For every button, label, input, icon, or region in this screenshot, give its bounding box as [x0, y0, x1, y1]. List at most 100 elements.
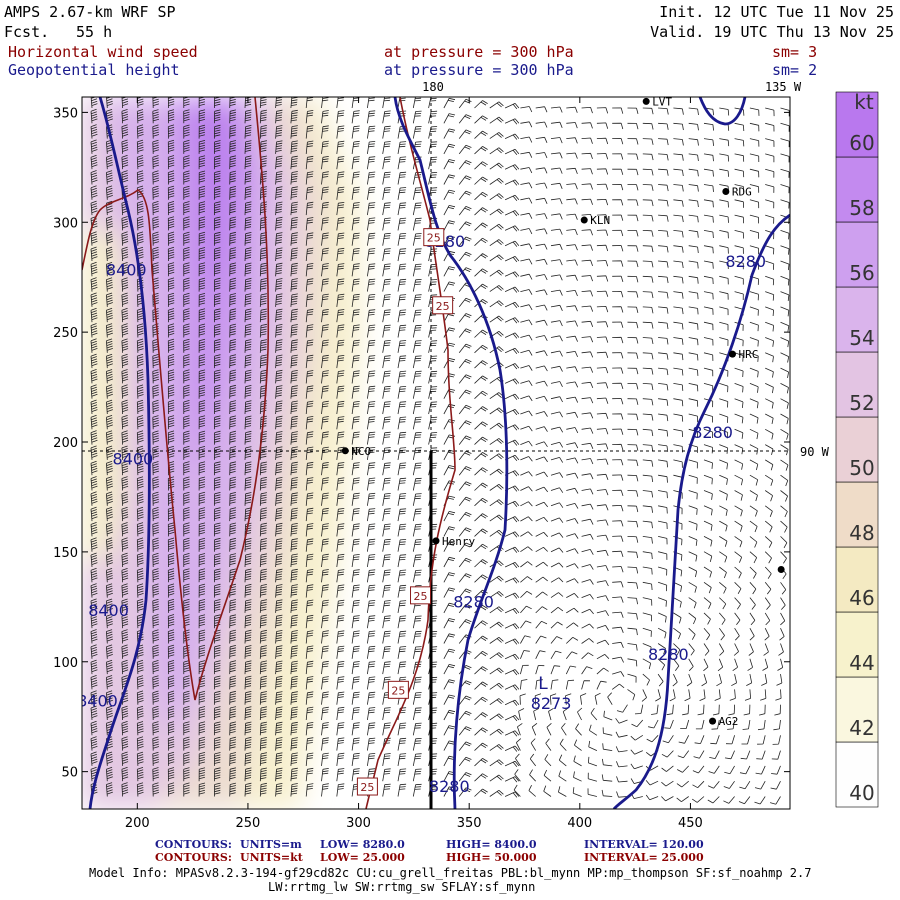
wind-barb	[474, 666, 488, 675]
wind-barb	[580, 693, 587, 705]
wind-barb	[167, 660, 175, 675]
wind-barb	[703, 428, 713, 439]
wind-barb	[214, 492, 221, 506]
wind-barb	[198, 262, 206, 277]
wind-barb	[734, 214, 744, 224]
wind-barb	[275, 675, 283, 690]
wind-barb	[596, 680, 607, 690]
wind-barb	[136, 170, 144, 185]
wind-barb	[738, 796, 751, 805]
wind-barb	[214, 706, 221, 721]
wind-barb	[550, 487, 564, 493]
y-tick-label: 200	[53, 436, 78, 451]
wind-barb	[602, 758, 613, 767]
wind-barb	[90, 277, 98, 292]
wind-barb	[290, 492, 298, 506]
wind-barb	[183, 706, 190, 721]
wind-barb	[601, 789, 613, 797]
wind-barb	[214, 231, 221, 246]
wind-barb	[765, 245, 775, 255]
wind-barb	[290, 568, 298, 583]
wind-barb	[520, 650, 530, 659]
wind-barb	[214, 170, 221, 185]
wind-barb	[198, 736, 206, 751]
wind-barb	[382, 676, 391, 690]
wind-barb	[198, 706, 206, 721]
wind-barb	[167, 185, 175, 200]
height-contour-label: 8280	[453, 592, 494, 611]
low-center-label: L	[538, 674, 548, 694]
wind-barb	[489, 468, 504, 476]
wind-barb	[565, 665, 577, 675]
wind-barb	[412, 676, 422, 690]
wind-barb	[724, 765, 735, 775]
wind-barb	[581, 503, 594, 510]
wind-barb	[305, 400, 314, 415]
wind-barb	[596, 290, 609, 297]
wind-barb	[780, 597, 786, 610]
wind-barb	[688, 138, 699, 146]
wind-barb	[558, 786, 567, 797]
wind-barb	[412, 753, 422, 766]
wind-barb	[428, 110, 438, 124]
wind-barb	[535, 304, 548, 311]
wind-barb	[275, 186, 283, 200]
wind-barb	[290, 324, 298, 338]
wind-barb	[259, 614, 267, 629]
wind-barb	[710, 735, 720, 745]
wind-barb	[183, 109, 190, 124]
wind-barb	[734, 612, 741, 626]
wind-barb	[321, 431, 329, 445]
wind-barb	[136, 292, 144, 307]
wind-barb	[214, 384, 221, 399]
wind-barb	[474, 773, 488, 782]
wind-barb	[367, 676, 376, 690]
wind-barb	[504, 684, 520, 691]
wind-barb	[244, 430, 252, 445]
wind-barb	[106, 430, 113, 445]
wind-barb	[152, 476, 160, 491]
wind-barb	[136, 216, 144, 231]
wind-barb	[167, 430, 175, 445]
wind-barb	[290, 691, 298, 705]
wind-barb	[458, 787, 472, 797]
wind-barb	[780, 260, 790, 271]
wind-barb	[627, 352, 639, 359]
wind-barb	[765, 153, 775, 163]
speed-contours	[82, 97, 456, 809]
wind-barb	[489, 239, 504, 247]
wind-barb	[351, 217, 360, 231]
wind-barb	[566, 335, 578, 342]
wind-barb	[259, 691, 267, 705]
wind-barb	[351, 707, 360, 721]
wind-barb	[214, 339, 221, 353]
wind-barb	[443, 679, 456, 690]
wind-barb	[743, 704, 751, 716]
wind-barb	[259, 385, 267, 399]
wind-barb	[351, 355, 360, 369]
wind-barb	[305, 186, 314, 200]
wind-barb	[382, 661, 391, 675]
wind-barb	[275, 461, 283, 476]
wind-barb	[749, 383, 759, 393]
wind-barb	[535, 258, 548, 265]
wind-barb	[183, 767, 190, 782]
wind-barb	[734, 520, 743, 532]
wind-barb	[504, 745, 520, 752]
wind-barb	[305, 171, 314, 185]
wind-barb	[167, 231, 175, 246]
wind-barb	[627, 627, 638, 636]
wind-barb	[596, 229, 609, 236]
wind-barb	[474, 528, 488, 537]
wind-barb	[351, 125, 360, 139]
wind-barb	[642, 551, 653, 560]
wind-barb	[642, 275, 654, 283]
wind-barb	[550, 365, 563, 372]
wind-barb	[290, 507, 298, 522]
wind-barb	[214, 262, 221, 277]
wind-barb	[642, 612, 652, 622]
wind-barb	[719, 459, 728, 470]
wind-barb	[780, 536, 788, 549]
wind-barb	[550, 106, 563, 113]
wind-barb	[566, 229, 578, 236]
